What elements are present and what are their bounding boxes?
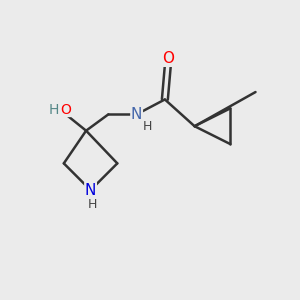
Text: N: N xyxy=(131,107,142,122)
Text: O: O xyxy=(162,51,174,66)
Text: H: H xyxy=(142,120,152,133)
Text: H: H xyxy=(87,198,97,211)
Text: N: N xyxy=(85,183,96,198)
Text: O: O xyxy=(60,103,71,117)
Text: H: H xyxy=(48,103,59,117)
